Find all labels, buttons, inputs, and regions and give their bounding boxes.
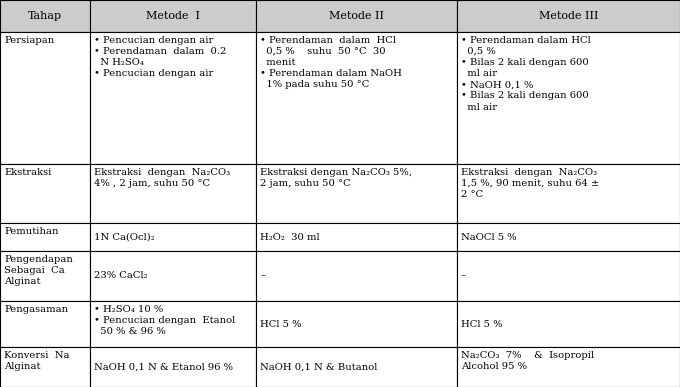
Bar [0, 32, 90, 164]
Bar [90, 164, 256, 223]
Text: HCl 5 %: HCl 5 % [260, 320, 302, 329]
Bar [457, 251, 680, 301]
Bar [90, 301, 256, 348]
Text: • Perendaman dalam HCl
  0,5 %
• Bilas 2 kali dengan 600
  ml air
• NaOH 0,1 %
•: • Perendaman dalam HCl 0,5 % • Bilas 2 k… [461, 36, 591, 111]
Text: • Perendaman  dalam  HCl
  0,5 %    suhu  50 °C  30
  menit
• Perendaman dalam N: • Perendaman dalam HCl 0,5 % suhu 50 °C … [260, 36, 403, 89]
Text: Ekstraksi dengan Na₂CO₃ 5%,
2 jam, suhu 50 °C: Ekstraksi dengan Na₂CO₃ 5%, 2 jam, suhu … [260, 168, 413, 188]
Text: Pemutihan: Pemutihan [4, 227, 58, 236]
Text: Tahap: Tahap [28, 11, 62, 21]
Bar [457, 164, 680, 223]
Bar [457, 301, 680, 348]
Text: • Pencucian dengan air
• Perendaman  dalam  0.2
  N H₂SO₄
• Pencucian dengan air: • Pencucian dengan air • Perendaman dala… [94, 36, 226, 78]
Bar [0, 251, 90, 301]
Text: Ekstraksi  dengan  Na₂CO₃
4% , 2 jam, suhu 50 °C: Ekstraksi dengan Na₂CO₃ 4% , 2 jam, suhu… [94, 168, 230, 188]
Bar [90, 32, 256, 164]
Bar [256, 251, 457, 301]
Bar [90, 348, 256, 387]
Text: –: – [461, 271, 466, 281]
Bar [0, 348, 90, 387]
Text: Metode  I: Metode I [146, 11, 200, 21]
Bar [0, 301, 90, 348]
Text: Ekstraksi  dengan  Na₂CO₃
1,5 %, 90 menit, suhu 64 ±
2 °C: Ekstraksi dengan Na₂CO₃ 1,5 %, 90 menit,… [461, 168, 599, 199]
Bar [256, 32, 457, 164]
Text: 23% CaCl₂: 23% CaCl₂ [94, 271, 148, 281]
Bar [256, 164, 457, 223]
Text: Persiapan: Persiapan [4, 36, 54, 45]
Bar [457, 32, 680, 164]
Text: Pengasaman: Pengasaman [4, 305, 68, 314]
Text: Metode II: Metode II [329, 11, 384, 21]
Text: Pengendapan
Sebagai  Ca
Alginat: Pengendapan Sebagai Ca Alginat [4, 255, 73, 286]
Bar [0, 0, 90, 32]
Text: H₂O₂  30 ml: H₂O₂ 30 ml [260, 233, 320, 241]
Text: Metode III: Metode III [539, 11, 598, 21]
Bar [90, 0, 256, 32]
Text: • H₂SO₄ 10 %
• Pencucian dengan  Etanol
  50 % & 96 %: • H₂SO₄ 10 % • Pencucian dengan Etanol 5… [94, 305, 235, 336]
Bar [457, 348, 680, 387]
Bar [256, 0, 457, 32]
Bar [90, 223, 256, 251]
Bar [457, 0, 680, 32]
Text: Na₂CO₃  7%    &  Isopropil
Alcohol 95 %: Na₂CO₃ 7% & Isopropil Alcohol 95 % [461, 351, 594, 372]
Bar [256, 301, 457, 348]
Bar [457, 223, 680, 251]
Text: Konversi  Na
Alginat: Konversi Na Alginat [4, 351, 69, 372]
Bar [90, 251, 256, 301]
Bar [0, 223, 90, 251]
Text: –: – [260, 271, 265, 281]
Text: HCl 5 %: HCl 5 % [461, 320, 503, 329]
Text: 1N Ca(Ocl)₂: 1N Ca(Ocl)₂ [94, 233, 154, 241]
Bar [256, 223, 457, 251]
Bar [0, 164, 90, 223]
Text: NaOH 0,1 N & Butanol: NaOH 0,1 N & Butanol [260, 363, 378, 372]
Bar [256, 348, 457, 387]
Text: NaOH 0,1 N & Etanol 96 %: NaOH 0,1 N & Etanol 96 % [94, 363, 233, 372]
Text: Ekstraksi: Ekstraksi [4, 168, 52, 177]
Text: NaOCl 5 %: NaOCl 5 % [461, 233, 517, 241]
